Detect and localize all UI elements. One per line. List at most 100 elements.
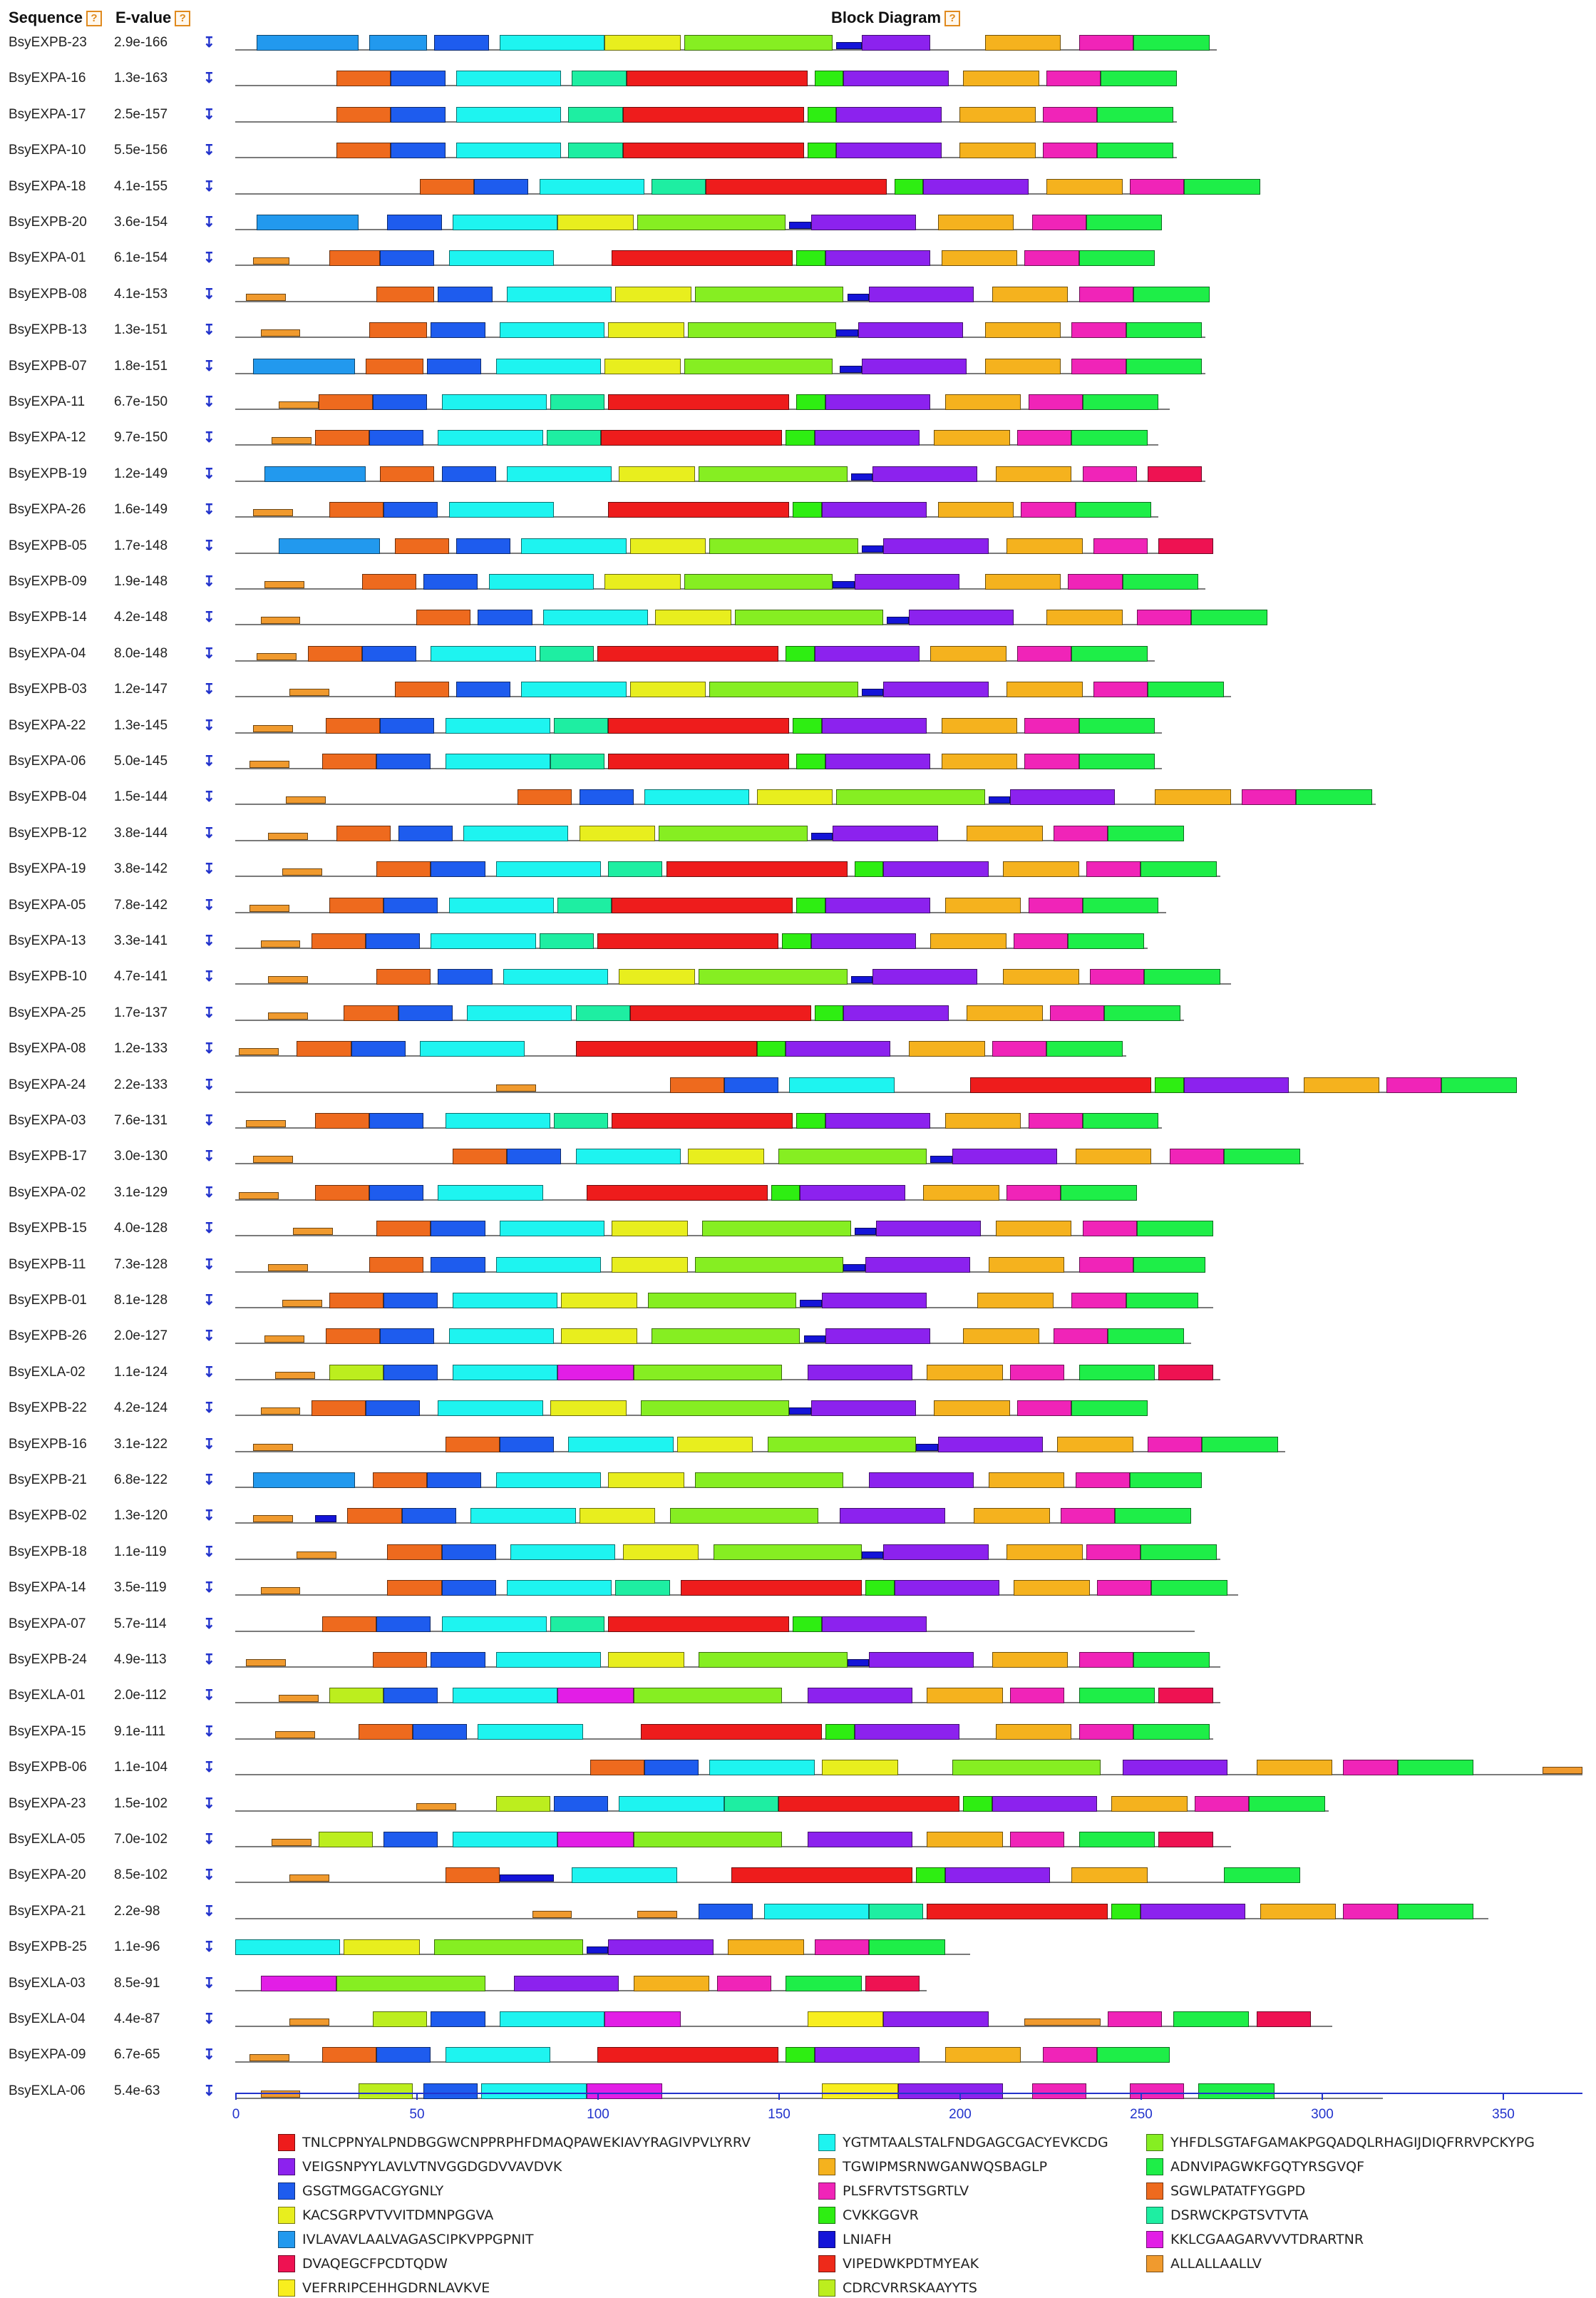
motif-block[interactable] — [695, 1256, 844, 1273]
motif-block[interactable] — [1031, 2083, 1086, 2099]
motif-block[interactable] — [756, 1041, 786, 1057]
motif-block[interactable] — [724, 1795, 778, 1812]
motif-block[interactable] — [1296, 789, 1373, 806]
download-arrow-icon[interactable]: ↧ — [203, 1939, 215, 1956]
motif-block[interactable] — [1097, 106, 1173, 123]
motif-block[interactable] — [1129, 1472, 1203, 1488]
motif-block[interactable] — [941, 717, 1018, 734]
download-arrow-icon[interactable]: ↧ — [203, 1760, 215, 1776]
motif-block[interactable] — [937, 1436, 1043, 1452]
motif-block[interactable] — [572, 1867, 677, 1884]
motif-block[interactable] — [398, 1005, 453, 1021]
motif-block[interactable] — [807, 143, 837, 159]
motif-block[interactable] — [807, 1364, 912, 1380]
motif-block[interactable] — [944, 1113, 1021, 1129]
motif-block[interactable] — [383, 897, 438, 913]
motif-block[interactable] — [1024, 250, 1079, 267]
motif-block[interactable] — [373, 1652, 428, 1668]
motif-block[interactable] — [1078, 1723, 1133, 1740]
motif-block[interactable] — [1183, 1077, 1289, 1093]
motif-block[interactable] — [1122, 574, 1199, 590]
motif-block[interactable] — [810, 832, 833, 840]
motif-block[interactable] — [629, 1005, 811, 1021]
motif-block[interactable] — [463, 825, 569, 841]
motif-block[interactable] — [1082, 394, 1159, 410]
motif-block[interactable] — [1343, 1903, 1398, 1919]
motif-block[interactable] — [803, 1335, 826, 1343]
motif-block[interactable] — [575, 1005, 630, 1021]
motif-block[interactable] — [253, 724, 294, 732]
motif-block[interactable] — [260, 617, 301, 625]
download-arrow-icon[interactable]: ↧ — [203, 717, 215, 734]
motif-block[interactable] — [695, 286, 844, 302]
motif-block[interactable] — [1093, 682, 1148, 698]
motif-block[interactable] — [1343, 1760, 1398, 1776]
motif-block[interactable] — [619, 1795, 724, 1812]
motif-block[interactable] — [850, 976, 873, 984]
motif-block[interactable] — [499, 1221, 605, 1237]
motif-block[interactable] — [495, 861, 602, 878]
motif-block[interactable] — [455, 143, 562, 159]
motif-block[interactable] — [235, 1939, 341, 1956]
motif-block[interactable] — [684, 574, 833, 590]
motif-block[interactable] — [452, 215, 558, 230]
motif-block[interactable] — [373, 1472, 428, 1488]
motif-block[interactable] — [970, 1077, 1152, 1093]
motif-block[interactable] — [427, 358, 482, 374]
motif-block[interactable] — [358, 2083, 413, 2099]
motif-block[interactable] — [633, 1975, 710, 1991]
motif-block[interactable] — [1010, 1688, 1065, 1704]
motif-block[interactable] — [786, 2047, 815, 2063]
motif-block[interactable] — [814, 1939, 869, 1956]
motif-block[interactable] — [445, 717, 550, 734]
motif-block[interactable] — [843, 1263, 865, 1271]
motif-block[interactable] — [441, 1544, 496, 1560]
motif-block[interactable] — [318, 1832, 374, 1847]
motif-block[interactable] — [499, 322, 605, 339]
motif-block[interactable] — [1129, 178, 1184, 195]
motif-block[interactable] — [380, 1328, 435, 1345]
motif-block[interactable] — [260, 1407, 301, 1415]
motif-block[interactable] — [380, 717, 435, 734]
motif-block[interactable] — [825, 1328, 931, 1345]
download-arrow-icon[interactable]: ↧ — [203, 682, 215, 698]
motif-block[interactable] — [575, 1149, 681, 1165]
motif-block[interactable] — [546, 430, 602, 446]
motif-block[interactable] — [448, 1328, 555, 1345]
motif-block[interactable] — [763, 1903, 869, 1919]
motif-block[interactable] — [688, 322, 837, 339]
motif-block[interactable] — [554, 1113, 609, 1129]
motif-block[interactable] — [452, 1688, 558, 1704]
motif-block[interactable] — [1303, 1077, 1380, 1093]
help-icon[interactable]: ? — [175, 11, 191, 26]
motif-block[interactable] — [249, 2054, 290, 2062]
motif-block[interactable] — [438, 1184, 543, 1201]
motif-block[interactable] — [825, 250, 931, 267]
motif-block[interactable] — [1010, 1832, 1065, 1847]
motif-block[interactable] — [452, 1832, 558, 1847]
motif-block[interactable] — [274, 1371, 315, 1379]
motif-block[interactable] — [1097, 143, 1173, 159]
motif-block[interactable] — [622, 106, 804, 123]
motif-block[interactable] — [1089, 969, 1145, 985]
motif-block[interactable] — [365, 933, 421, 949]
motif-block[interactable] — [557, 215, 634, 230]
motif-block[interactable] — [267, 976, 308, 984]
motif-block[interactable] — [445, 2047, 550, 2063]
motif-block[interactable] — [1242, 789, 1297, 806]
motif-block[interactable] — [488, 574, 594, 590]
motif-block[interactable] — [448, 897, 555, 913]
motif-block[interactable] — [329, 250, 381, 267]
motif-block[interactable] — [854, 861, 884, 878]
motif-block[interactable] — [1111, 1903, 1141, 1919]
motif-block[interactable] — [1046, 1041, 1123, 1057]
motif-block[interactable] — [666, 861, 848, 878]
motif-block[interactable] — [260, 940, 301, 948]
motif-block[interactable] — [478, 610, 532, 626]
motif-block[interactable] — [963, 1328, 1039, 1345]
motif-block[interactable] — [361, 574, 416, 590]
motif-block[interactable] — [854, 1228, 877, 1236]
motif-block[interactable] — [796, 897, 826, 913]
motif-block[interactable] — [420, 1041, 525, 1057]
motif-block[interactable] — [297, 1551, 337, 1559]
